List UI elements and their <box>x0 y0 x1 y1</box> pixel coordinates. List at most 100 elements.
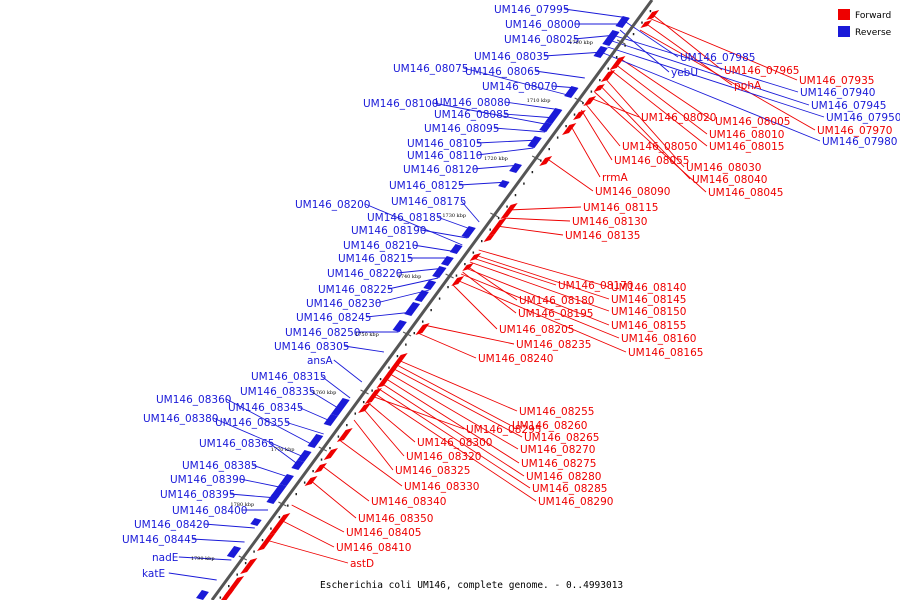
ruler-minor-tick <box>615 56 618 59</box>
reverse-leader-line <box>544 51 604 57</box>
forward-gene-label: UM146_08280 <box>526 471 601 483</box>
ruler-minor-tick <box>540 159 542 162</box>
legend-reverse-label: Reverse <box>855 28 892 38</box>
reverse-leader-line <box>252 464 292 479</box>
ruler-minor-tick <box>413 332 416 335</box>
ruler-minor-tick <box>464 263 466 266</box>
ruler-tick-label: 1710 kbp <box>527 98 551 104</box>
reverse-gene-label: UM146_08100 <box>363 98 438 110</box>
forward-gene-label: UM146_08330 <box>404 481 479 493</box>
ruler-minor-tick <box>632 33 635 36</box>
forward-gene-block <box>336 428 353 442</box>
reverse-leader-line <box>625 21 679 58</box>
reverse-gene-block <box>414 290 429 302</box>
reverse-gene-label: UM146_08185 <box>367 212 442 224</box>
forward-gene-label: UM146_08170 <box>558 280 633 292</box>
ruler-minor-tick <box>582 102 584 105</box>
forward-leader-line <box>373 392 537 502</box>
ruler-minor-tick <box>565 125 567 128</box>
reverse-gene-label: UM146_08305 <box>274 341 349 353</box>
ruler-minor-tick <box>430 309 432 312</box>
forward-gene-label: UM146_08050 <box>622 141 697 153</box>
forward-gene-label: UM146_08115 <box>583 202 658 214</box>
forward-gene-block <box>646 10 660 20</box>
forward-leader-line <box>423 324 515 345</box>
forward-gene-block <box>640 20 652 28</box>
forward-gene-block <box>256 533 276 551</box>
forward-gene-label: UM146_08295 <box>466 424 541 436</box>
forward-gene-label: UM146_08240 <box>478 353 553 365</box>
reverse-gene-label: UM146_08080 <box>435 97 510 109</box>
ruler-minor-tick <box>438 297 441 300</box>
forward-leader-line <box>466 265 518 301</box>
reverse-gene-label: UM146_07980 <box>822 136 897 148</box>
forward-gene-label: UM146_08290 <box>538 496 613 508</box>
forward-gene-block <box>240 558 258 574</box>
reverse-gene-block <box>509 163 523 173</box>
ruler-minor-tick <box>379 378 382 381</box>
forward-leader-line <box>320 464 370 502</box>
forward-gene-label: UM146_08015 <box>709 141 784 153</box>
forward-leader-line <box>388 372 519 450</box>
forward-gene-block <box>268 513 291 535</box>
forward-leader-line <box>614 63 708 135</box>
reverse-leader-line <box>494 127 546 133</box>
forward-leader-line <box>469 261 610 312</box>
reverse-gene-label: UM146_08360 <box>156 394 231 406</box>
forward-gene-label: UM146_08020 <box>641 112 716 124</box>
forward-gene-label: UM146_08325 <box>395 465 470 477</box>
reverse-leader-line <box>504 113 556 119</box>
reverse-gene-label: UM146_08200 <box>295 199 370 211</box>
forward-gene-label: UM146_08235 <box>516 339 591 351</box>
ruler-tick-label: 1720 kbp <box>484 156 508 162</box>
forward-leader-line <box>610 69 708 147</box>
forward-gene-block <box>323 448 339 460</box>
reverse-leader-line <box>477 147 534 156</box>
genome-backbone <box>210 0 654 600</box>
ruler-minor-tick <box>228 585 230 588</box>
reverse-gene-label: UM146_08445 <box>122 534 197 546</box>
reverse-gene-label: UM146_07950 <box>826 112 900 124</box>
reverse-gene-block <box>392 320 407 332</box>
reverse-leader-line <box>564 8 629 19</box>
reverse-gene-block <box>307 434 324 448</box>
reverse-gene-block <box>404 302 421 316</box>
ruler-minor-tick <box>641 21 643 24</box>
forward-gene-block <box>469 253 482 261</box>
ruler-minor-tick <box>421 320 424 323</box>
forward-gene-block <box>600 70 616 82</box>
forward-gene-block <box>415 323 430 335</box>
forward-leader-line <box>496 225 564 236</box>
ruler-minor-tick <box>506 205 508 208</box>
forward-leader-line <box>648 17 798 81</box>
forward-gene-label: UM146_08005 <box>715 116 790 128</box>
forward-gene-label: UM146_08265 <box>524 432 599 444</box>
forward-gene-block <box>223 576 245 596</box>
reverse-leader-line <box>225 398 316 447</box>
reverse-gene-label: UM146_08190 <box>351 225 426 237</box>
reverse-leader-line <box>320 375 351 399</box>
reverse-gene-label: UM146_08000 <box>505 19 580 31</box>
forward-leader-line <box>460 273 620 339</box>
gene-labels: UM146_07935UM146_07965pphAUM146_07970UM1… <box>122 4 900 580</box>
forward-gene-block <box>487 218 507 236</box>
reverse-gene-label: UM146_08110 <box>407 150 482 162</box>
forward-gene-label: UM146_08155 <box>611 320 686 332</box>
forward-leader-line <box>366 401 416 443</box>
reverse-gene-label: UM146_08175 <box>391 196 466 208</box>
reverse-gene-label: UM146_08065 <box>465 66 540 78</box>
forward-leader-line <box>478 249 610 288</box>
reverse-leader-line <box>413 244 458 253</box>
reverse-gene-block <box>564 86 579 98</box>
reverse-leader-line <box>240 478 285 489</box>
reverse-gene-label: UM146_07945 <box>811 100 886 112</box>
reverse-leader-line <box>611 40 810 106</box>
forward-leader-line <box>371 395 465 430</box>
forward-gene-block <box>593 84 605 92</box>
reverse-gene-block <box>297 450 312 462</box>
forward-leader-line <box>474 254 610 300</box>
forward-leader-line <box>280 519 335 548</box>
forward-gene-label: UM146_08205 <box>499 324 574 336</box>
forward-gene-block <box>573 110 586 120</box>
ruler-minor-tick <box>405 343 407 346</box>
